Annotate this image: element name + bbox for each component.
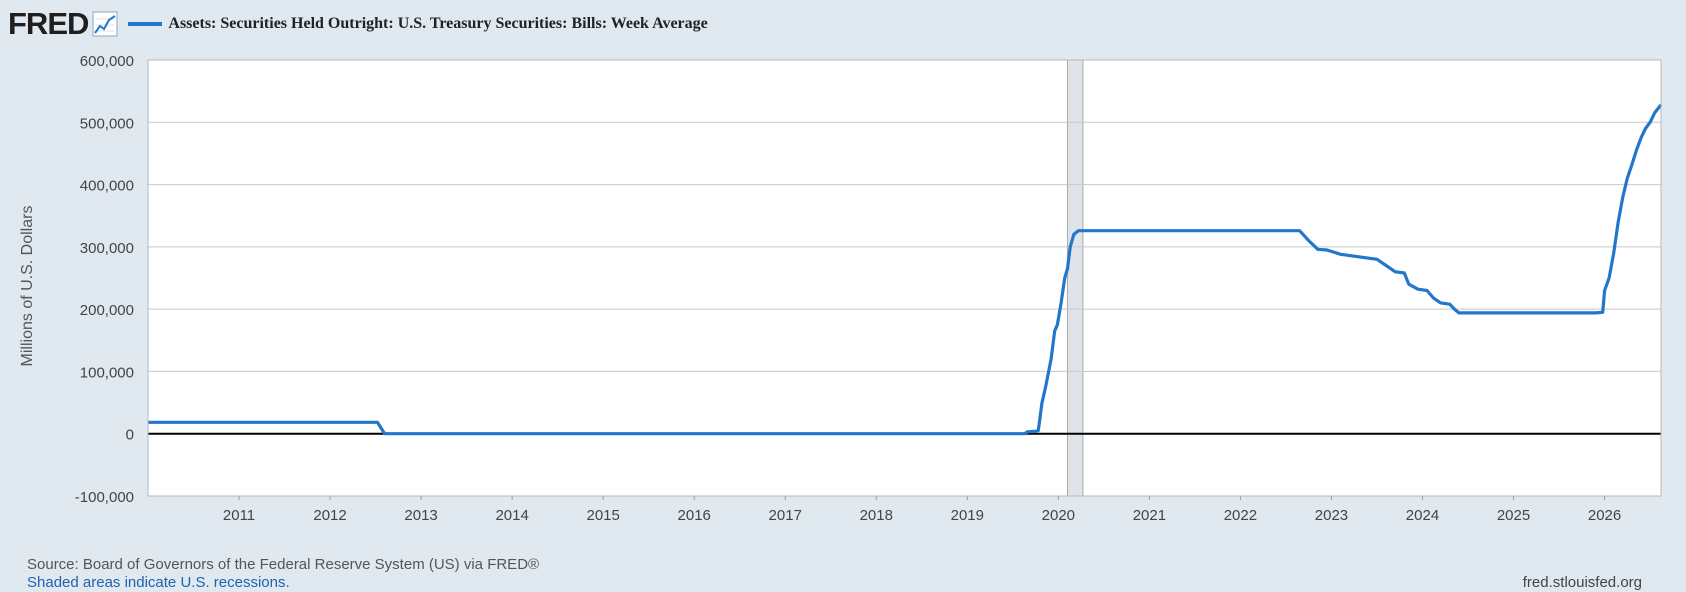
series-line[interactable] [148, 103, 1663, 436]
y-tick-label: 100,000 [80, 364, 134, 381]
x-tick-label: 2013 [404, 507, 437, 524]
fred-logo[interactable]: FRED [8, 6, 89, 41]
y-tick-label: -100,000 [75, 489, 134, 506]
legend: Assets: Securities Held Outright: U.S. T… [128, 15, 708, 33]
x-tick-label: 2012 [313, 507, 346, 524]
x-tick-label: 2022 [1224, 507, 1257, 524]
y-tick-label: 500,000 [80, 115, 134, 132]
y-tick-label: 600,000 [80, 53, 134, 70]
x-tick-label: 2021 [1133, 507, 1166, 524]
x-tick-label: 2017 [769, 507, 802, 524]
recession-note[interactable]: Shaded areas indicate U.S. recessions. [27, 574, 290, 591]
x-tick-label: 2016 [678, 507, 711, 524]
source-note: Source: Board of Governors of the Federa… [27, 556, 540, 573]
plot-border [147, 59, 1662, 497]
x-tick-label: 2025 [1497, 507, 1530, 524]
plot-area [148, 60, 1661, 496]
x-tick-label: 2026 [1588, 507, 1621, 524]
chart-header: FRED Assets: Securities Held Outright: U… [8, 6, 708, 42]
x-tick-label: 2015 [586, 507, 619, 524]
site-link[interactable]: fred.stlouisfed.org [1522, 574, 1642, 591]
x-tick-label: 2014 [495, 507, 528, 524]
footer-notes: Source: Board of Governors of the Federa… [27, 556, 539, 592]
x-tick-label: 2020 [1042, 507, 1075, 524]
x-tick-label: 2019 [951, 507, 984, 524]
line-chart-icon[interactable] [92, 11, 118, 37]
x-tick-label: 2024 [1406, 507, 1439, 524]
legend-swatch [128, 22, 163, 26]
x-tick-label: 2023 [1315, 507, 1348, 524]
x-tick-label: 2011 [223, 507, 255, 524]
y-tick-label: 400,000 [80, 178, 134, 195]
recession-band [1067, 60, 1083, 496]
y-axis-label: Millions of U.S. Dollars [19, 206, 36, 367]
x-tick-label: 2018 [860, 507, 893, 524]
y-tick-label: 0 [126, 427, 134, 444]
y-tick-label: 200,000 [80, 302, 134, 319]
y-tick-label: 300,000 [80, 240, 134, 257]
legend-label[interactable]: Assets: Securities Held Outright: U.S. T… [168, 15, 708, 32]
